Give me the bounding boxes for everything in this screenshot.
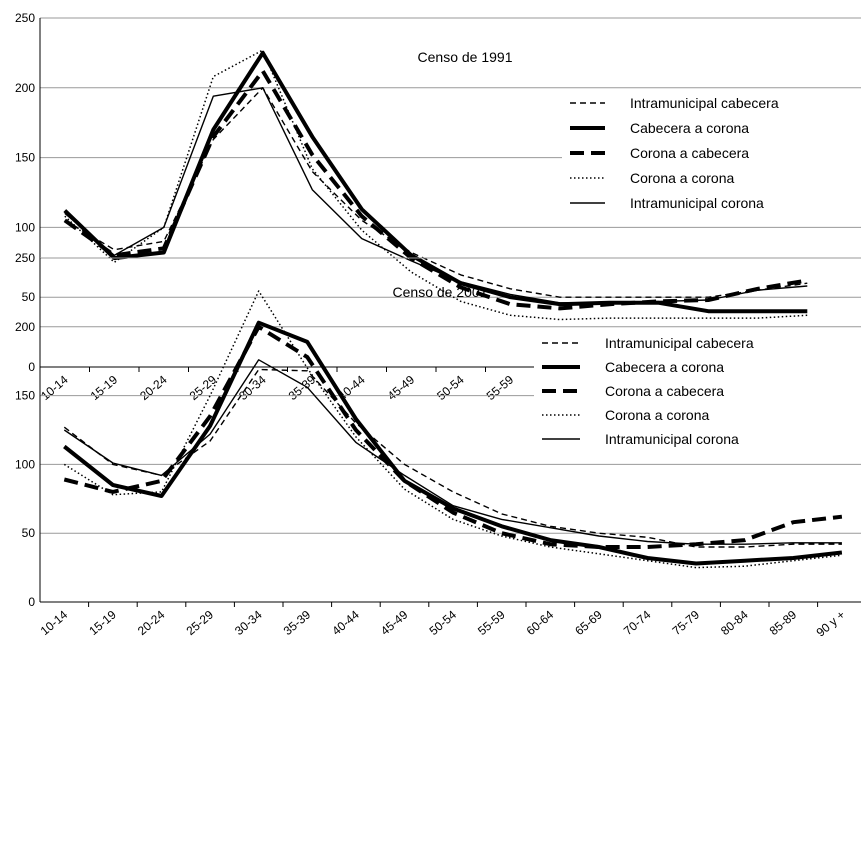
chart-title: Censo de 2001	[393, 284, 488, 300]
x-tick-label: 70-74	[621, 607, 654, 638]
y-tick-label: 100	[15, 457, 35, 471]
legend-label: Corona a cabecera	[630, 145, 749, 161]
x-tick-label: 30-34	[232, 607, 265, 638]
series-line	[63, 320, 843, 566]
x-tick-label: 15-19	[88, 372, 121, 403]
y-tick-label: 150	[15, 389, 35, 403]
series-line	[63, 324, 843, 549]
x-tick-label: 75-79	[670, 607, 703, 638]
legend-label: Cabecera a corona	[630, 120, 749, 136]
y-tick-label: 150	[15, 151, 35, 165]
x-tick-label: 20-24	[137, 372, 170, 403]
legend-label: Intramunicipal cabecera	[605, 335, 754, 351]
y-tick-label: 250	[15, 251, 35, 265]
legend-label: Corona a cabecera	[605, 383, 724, 399]
y-tick-label: 100	[15, 220, 35, 234]
x-tick-label: 10-14	[38, 607, 71, 638]
x-tick-label: 40-44	[329, 607, 362, 638]
x-tick-label: 60-64	[524, 607, 557, 638]
y-tick-label: 0	[28, 595, 35, 609]
series-line	[64, 49, 808, 321]
y-tick-label: 250	[15, 11, 35, 25]
x-tick-label: 55-59	[484, 372, 517, 403]
legend-label: Cabecera a corona	[605, 359, 724, 375]
y-tick-label: 0	[28, 360, 35, 374]
x-tick-label: 15-19	[86, 607, 119, 638]
y-tick-label: 200	[15, 81, 35, 95]
y-tick-label: 200	[15, 320, 35, 334]
y-tick-label: 50	[22, 290, 36, 304]
legend-label: Corona a corona	[630, 170, 735, 186]
legend-label: Corona a corona	[605, 407, 710, 423]
y-tick-label: 50	[22, 526, 36, 540]
x-tick-label: 25-29	[184, 607, 217, 638]
x-tick-label: 50-54	[427, 607, 460, 638]
chart-title: Censo de 1991	[418, 49, 513, 65]
x-tick-label: 55-59	[475, 607, 508, 638]
x-tick-label: 45-49	[385, 372, 418, 403]
x-tick-label: 85-89	[767, 607, 800, 638]
x-tick-label: 10-14	[38, 372, 71, 403]
x-tick-label: 45-49	[378, 607, 411, 638]
legend-label: Intramunicipal corona	[630, 195, 764, 211]
series-line	[63, 69, 808, 311]
x-tick-label: 25-29	[187, 372, 220, 403]
x-tick-label: 80-84	[718, 607, 751, 638]
legend-label: Intramunicipal cabecera	[630, 95, 779, 111]
x-tick-label: 90 y +	[814, 608, 848, 640]
legend-background	[562, 94, 861, 223]
x-tick-label: 35-39	[281, 607, 314, 638]
series-line	[64, 87, 808, 304]
x-tick-label: 40-44	[335, 372, 368, 403]
series-line	[63, 359, 842, 545]
x-tick-label: 65-69	[572, 607, 605, 638]
x-tick-label: 50-54	[434, 372, 467, 403]
series-line	[63, 290, 842, 569]
x-tick-label: 20-24	[135, 607, 168, 638]
legend-label: Intramunicipal corona	[605, 431, 739, 447]
legend-background	[534, 334, 861, 458]
